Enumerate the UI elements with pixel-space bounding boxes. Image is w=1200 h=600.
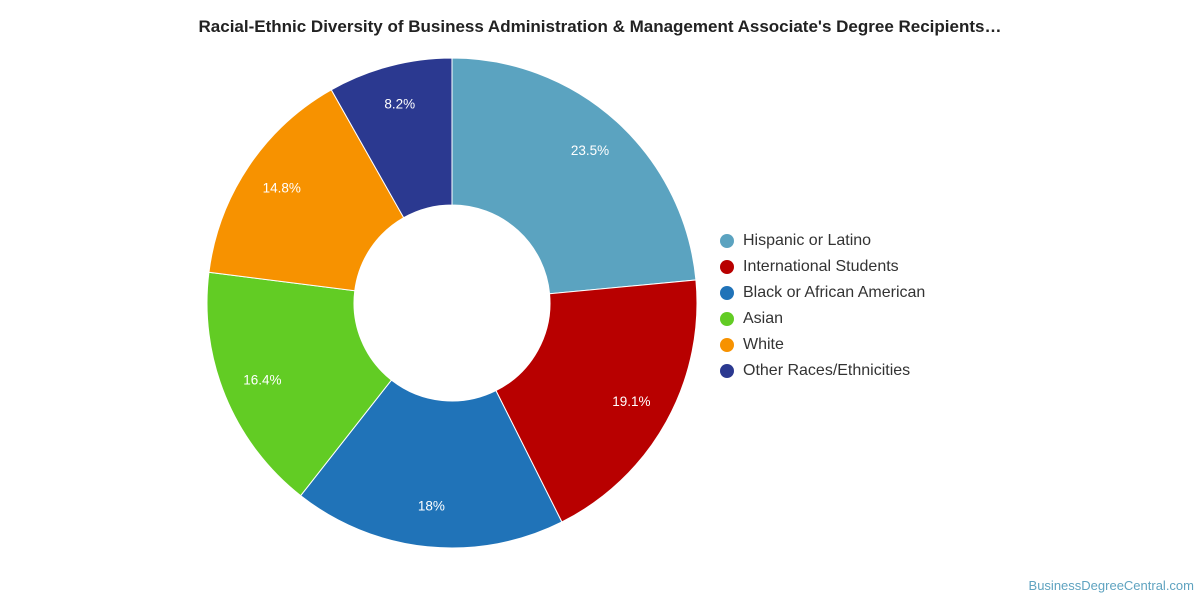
legend-item[interactable]: Other Races/Ethnicities bbox=[720, 358, 925, 384]
chart-title: Racial-Ethnic Diversity of Business Admi… bbox=[198, 17, 1002, 36]
legend-label: White bbox=[743, 336, 784, 353]
slice-value-label: 16.4% bbox=[243, 372, 281, 387]
legend-marker-icon bbox=[720, 312, 734, 326]
slice-hispanic-or-latino[interactable] bbox=[451, 57, 697, 295]
slice-white[interactable] bbox=[208, 89, 405, 292]
legend-marker-icon bbox=[720, 234, 734, 248]
slice-international-students[interactable] bbox=[495, 279, 698, 523]
legend-marker-icon bbox=[720, 260, 734, 274]
legend-item[interactable]: Black or African American bbox=[720, 280, 925, 306]
legend-marker-icon bbox=[720, 364, 734, 378]
legend-label: Other Races/Ethnicities bbox=[743, 362, 911, 379]
slice-value-label: 19.1% bbox=[612, 394, 650, 409]
legend-label: Hispanic or Latino bbox=[743, 232, 872, 249]
legend-item[interactable]: Hispanic or Latino bbox=[720, 228, 925, 254]
slice-other-races-ethnicities[interactable] bbox=[330, 57, 453, 219]
slice-value-label: 23.5% bbox=[571, 143, 609, 158]
legend-label: Black or African American bbox=[743, 284, 926, 301]
legend-label: International Students bbox=[743, 258, 899, 275]
legend-item[interactable]: White bbox=[720, 332, 925, 358]
legend-marker-icon bbox=[720, 286, 734, 300]
legend-item[interactable]: International Students bbox=[720, 254, 925, 280]
slice-value-label: 18% bbox=[418, 499, 445, 514]
slice-asian[interactable] bbox=[206, 271, 393, 497]
watermark-link[interactable]: BusinessDegreeCentral.com bbox=[1028, 578, 1194, 593]
slice-black-or-african-american[interactable] bbox=[299, 379, 563, 549]
legend-marker-icon bbox=[720, 338, 734, 352]
legend-label: Asian bbox=[743, 310, 784, 327]
chart-legend: Hispanic or Latino International Students… bbox=[720, 228, 925, 384]
legend-item[interactable]: Asian bbox=[720, 306, 925, 332]
slice-value-label: 8.2% bbox=[384, 96, 415, 111]
slice-value-label: 14.8% bbox=[263, 180, 301, 195]
